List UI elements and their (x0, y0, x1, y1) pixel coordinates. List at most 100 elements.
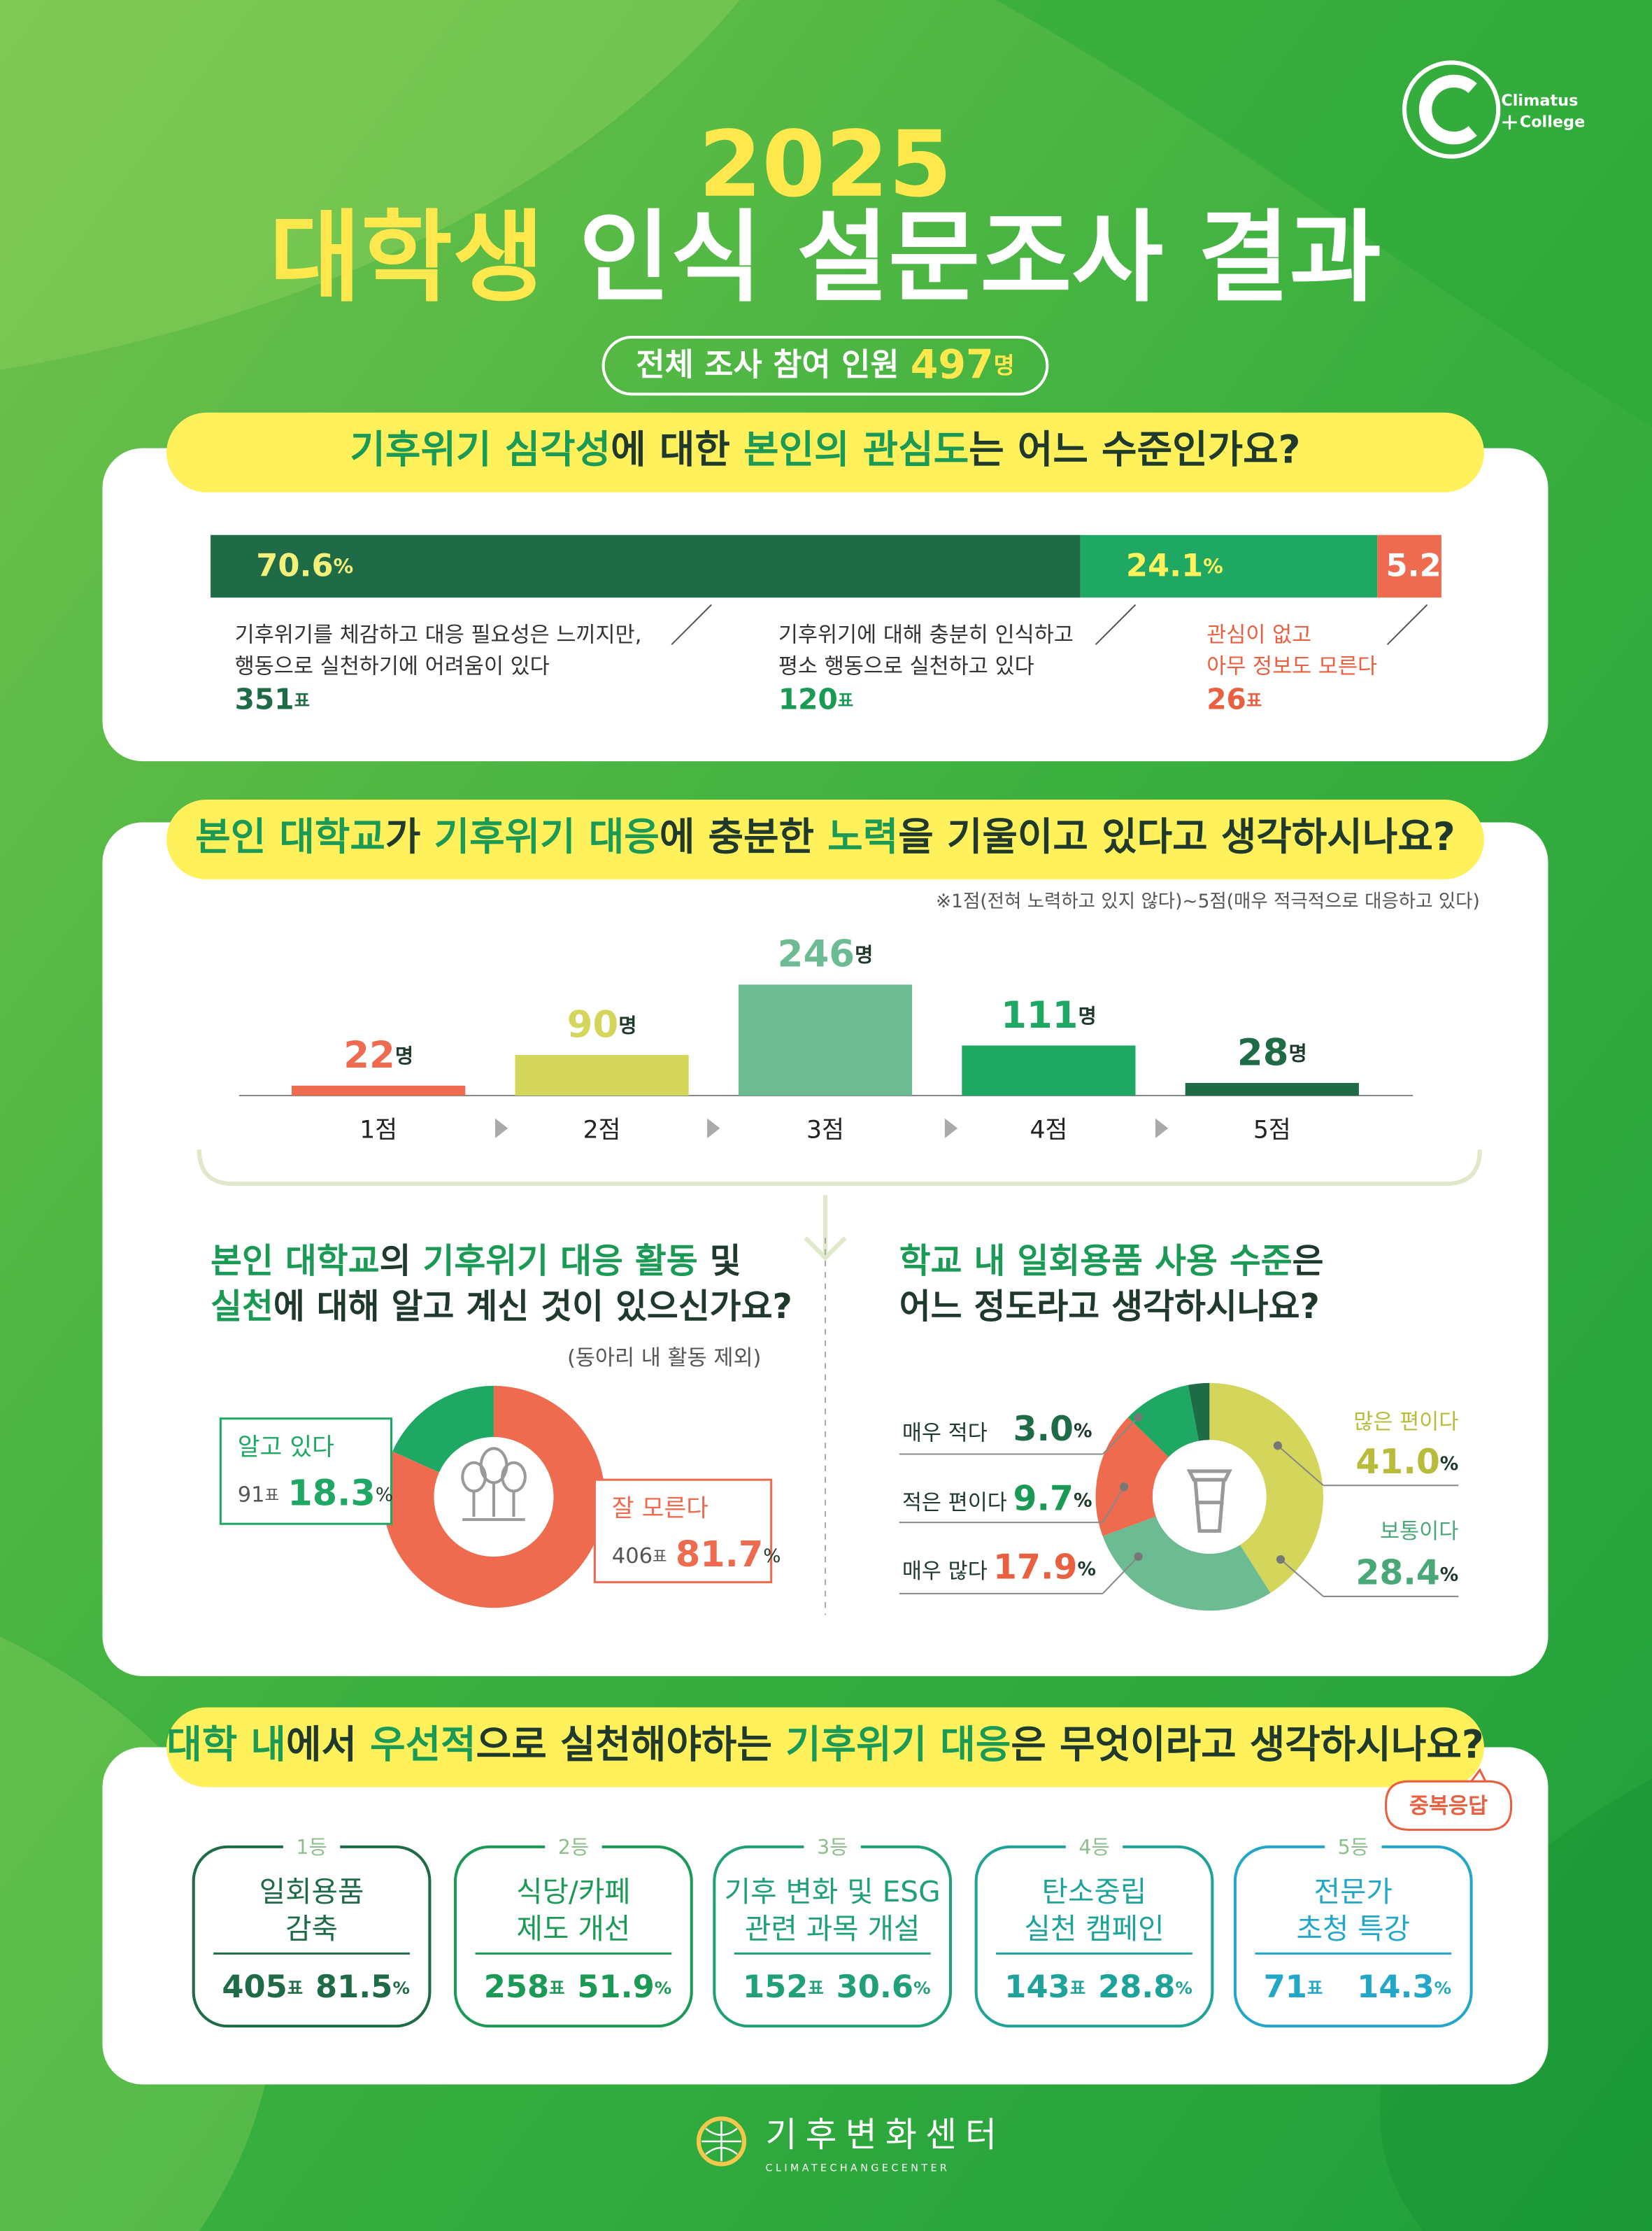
leader-dot (1134, 1552, 1143, 1561)
bar (515, 1054, 689, 1096)
question: 기후위기 심각성에 대한 본인의 관심도는 어느 수준인가요? (350, 427, 1300, 472)
question: 어느 정도라고 생각하시나요? (899, 1287, 1320, 1326)
answer-value: 41.0% (1355, 1442, 1458, 1482)
text-part: 에 대한 (611, 427, 743, 472)
leader-line (1102, 1556, 1139, 1594)
year: 2025 (699, 111, 952, 218)
down-arrow (804, 1195, 847, 1261)
text-part: 및 (698, 1241, 741, 1281)
category-label: 2점 (583, 1116, 621, 1144)
text-part: 은 (1293, 1241, 1324, 1281)
rank-title: 기후 변화 및 ESG (725, 1875, 941, 1908)
text-part: 406 (612, 1543, 653, 1568)
text-part: 에서 (286, 1722, 370, 1767)
bar (1185, 1082, 1359, 1096)
question: 본인 대학교의 기후위기 대응 활동 및 (211, 1241, 741, 1281)
rank-title: 전문가 (1314, 1875, 1393, 1908)
answer-value: 17.9% (993, 1547, 1096, 1587)
rank-votes: 71표 (1264, 1968, 1323, 2005)
text-part: 명 (395, 1044, 413, 1068)
bar (292, 1085, 466, 1096)
text-part: 14.3 (1357, 1968, 1434, 2005)
question: 학교 내 일회용품 사용 수준은 (899, 1241, 1324, 1281)
bar (738, 984, 913, 1096)
leader-line (1280, 1559, 1324, 1597)
leader-line (1095, 604, 1137, 646)
badge-bubble (1385, 1768, 1513, 1831)
bar-segment (1377, 534, 1441, 598)
text-part: 표 (1246, 690, 1262, 711)
footer-name: 기후변화센터 (766, 2115, 1006, 2155)
answer-text: 기후위기를 체감하고 대응 필요성은 느끼지만, (235, 623, 642, 648)
rank: 4등 (1078, 1836, 1109, 1859)
leader-line (1277, 1445, 1324, 1487)
text-part: 의 (380, 1241, 423, 1281)
rank-votes: 405표 (222, 1968, 303, 2005)
text-part: % (392, 1978, 409, 1998)
rank-votes: 258표 (484, 1968, 565, 2005)
text-part: 본인 대학교 (195, 814, 385, 859)
text-part: 표 (287, 1978, 303, 1998)
category-label: 3점 (806, 1116, 844, 1144)
text-part: 기후위기 대응 (785, 1722, 1011, 1767)
text-part: 28.4 (1355, 1552, 1439, 1592)
panel (102, 448, 1548, 762)
text-part: % (655, 1978, 671, 1998)
text-part: 91 (238, 1482, 265, 1507)
category-label: 1점 (359, 1116, 397, 1144)
value-label: 90명 (567, 1003, 637, 1046)
rank-tab (1325, 1835, 1382, 1862)
text-part: % (1175, 1978, 1192, 1998)
text-part: 111 (1001, 993, 1078, 1036)
leader-dot (1120, 1482, 1129, 1492)
answer-text: 관심이 없고 (1206, 623, 1311, 648)
text-part: 9.7 (1013, 1479, 1074, 1519)
rank-value: 81.5% (315, 1968, 410, 2005)
text-part: 28 (1237, 1031, 1289, 1074)
answer-name: 알고 있다 (238, 1433, 334, 1461)
bar-segment (211, 534, 1081, 598)
answer-value: 3.0% (1013, 1409, 1092, 1449)
text-part: 246 (778, 933, 855, 975)
donut-slice (392, 1385, 494, 1473)
bar (962, 1045, 1136, 1096)
rank: 2등 (558, 1836, 589, 1859)
text-part: % (1441, 555, 1462, 578)
text-part: % (763, 1545, 781, 1566)
text-part: 497 (911, 341, 994, 388)
text-part: 표 (838, 690, 853, 711)
text-part: 70.6 (256, 546, 333, 583)
bg-wave (996, 0, 1652, 427)
text-part: 노력 (827, 814, 898, 859)
rank-tab (804, 1835, 861, 1862)
donut-slice (1188, 1382, 1210, 1441)
text-part: 28.8 (1098, 1968, 1175, 2005)
rank-tab (1065, 1835, 1123, 1862)
leader-line (1102, 1486, 1125, 1523)
text-part: 351 (235, 683, 294, 716)
answer-name: 매우 많다 (902, 1559, 988, 1584)
text-part: % (1074, 1489, 1092, 1511)
text-part: 명 (1289, 1042, 1307, 1065)
leader-dot (1276, 1554, 1286, 1564)
text-part: 실천 (211, 1287, 273, 1326)
text-part: 22 (343, 1034, 395, 1077)
answer-name: 잘 모른다 (612, 1494, 708, 1522)
question-pill (166, 799, 1484, 879)
votes: 26표 (1206, 683, 1262, 716)
text-part: 17.9 (993, 1547, 1077, 1587)
callout-box (219, 1417, 393, 1525)
bar-segment (1080, 534, 1378, 598)
text-part: 표 (1307, 1978, 1323, 1998)
note: (동아리 내 활동 제외) (567, 1346, 761, 1371)
answer-value: 28.4% (1355, 1552, 1458, 1592)
rank-title: 일회용품 (259, 1875, 364, 1908)
text-part: 26 (1206, 683, 1246, 716)
bg-wave (0, 0, 740, 370)
text-part: % (376, 1484, 393, 1506)
question-pill (166, 412, 1484, 493)
rank-votes: 143표 (1004, 1968, 1085, 2005)
footer-logo-globe (701, 2121, 741, 2162)
rank-title: 관련 과목 개설 (745, 1912, 920, 1946)
